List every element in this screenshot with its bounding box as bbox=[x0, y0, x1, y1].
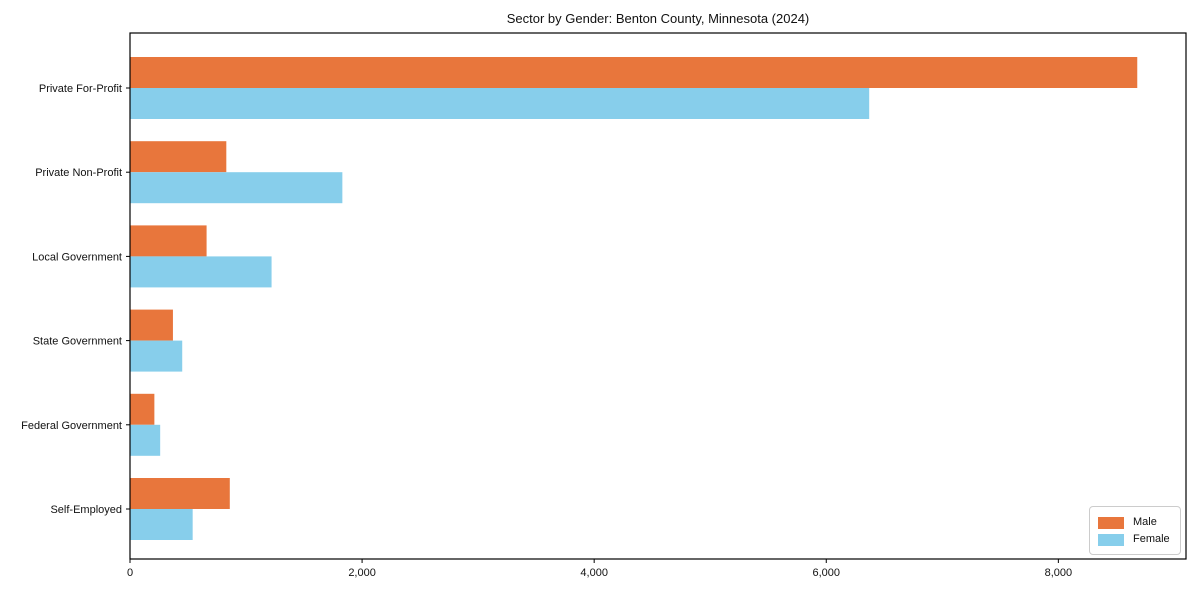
bar-female-2 bbox=[130, 256, 272, 288]
female-color-swatch bbox=[1098, 533, 1124, 546]
legend: Male Female bbox=[1089, 506, 1181, 555]
x-tick-label: 2,000 bbox=[348, 567, 376, 579]
y-tick-label: Federal Government bbox=[21, 420, 122, 432]
bar-male-2 bbox=[130, 225, 207, 257]
x-tick-label: 6,000 bbox=[812, 567, 840, 579]
bar-female-0 bbox=[130, 88, 870, 119]
bar-male-5 bbox=[130, 478, 230, 509]
y-tick-label: Private For-Profit bbox=[39, 83, 122, 95]
x-tick-label: 0 bbox=[127, 567, 133, 579]
legend-item-male: Male bbox=[1098, 514, 1172, 531]
y-tick-label: State Government bbox=[33, 336, 122, 348]
bar-male-0 bbox=[130, 57, 1138, 88]
chart-title: Sector by Gender: Benton County, Minneso… bbox=[506, 11, 810, 26]
bar-male-3 bbox=[130, 309, 173, 341]
male-color-swatch bbox=[1098, 516, 1124, 529]
legend-label-male: Male bbox=[1133, 516, 1157, 528]
bar-female-5 bbox=[130, 509, 193, 540]
x-tick-label: 8,000 bbox=[1045, 567, 1073, 579]
y-tick-label: Self-Employed bbox=[50, 504, 122, 516]
legend-label-female: Female bbox=[1133, 533, 1170, 545]
bar-female-3 bbox=[130, 340, 183, 372]
bar-female-4 bbox=[130, 424, 161, 456]
bar-female-1 bbox=[130, 172, 343, 204]
bar-male-1 bbox=[130, 141, 227, 173]
y-tick-label: Private Non-Profit bbox=[35, 167, 122, 179]
y-tick-label: Local Government bbox=[32, 251, 122, 263]
legend-item-female: Female bbox=[1098, 531, 1172, 548]
bar-male-4 bbox=[130, 393, 155, 425]
x-tick-label: 4,000 bbox=[580, 567, 608, 579]
plot-border bbox=[129, 32, 1187, 560]
